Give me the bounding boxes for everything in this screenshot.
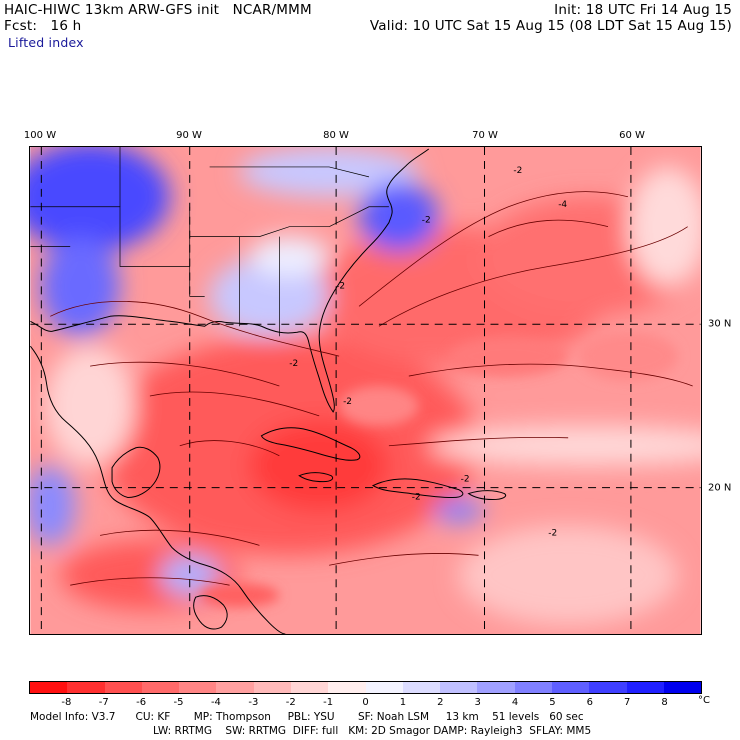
colorbar-tick-label: 7 (624, 697, 631, 708)
colorbar-tick-label: -1 (323, 697, 334, 708)
colorbar-swatch (253, 682, 291, 693)
colorbar-swatch (179, 682, 217, 693)
colorbar-tick-label: 1 (399, 697, 407, 708)
lon-label-60w: 60 W (619, 130, 645, 141)
model-physics: LW: RRTMG SW: RRTMG DIFF: full KM: 2D Sm… (153, 725, 592, 737)
colorbar (29, 681, 702, 694)
lat-label-20n: 20 N (708, 482, 732, 494)
colorbar-tick-label: 4 (511, 697, 519, 708)
colorbar-swatch (589, 682, 627, 693)
contour-label: -2 (343, 397, 352, 407)
colorbar-tick-label: -6 (136, 697, 147, 708)
colorbar-tick-label: 2 (437, 697, 444, 708)
colorbar-tick-label: -3 (248, 697, 259, 708)
contour-label: -2 (422, 216, 431, 226)
forecast-hour: Fcst: 16 h (4, 18, 82, 34)
colorbar-swatch (402, 682, 441, 693)
colorbar-tick-label: -2 (285, 697, 296, 708)
model-title: HAIC-HIWC 13km ARW-GFS init NCAR/MMM (4, 2, 312, 18)
colorbar-tick-label: 0 (362, 697, 369, 708)
colorbar-swatch (141, 682, 180, 693)
contour-label: -2 (289, 359, 298, 369)
colorbar-tick-label: 8 (661, 697, 668, 708)
colorbar-tick-label: -8 (61, 697, 72, 708)
colorbar-swatch (365, 682, 403, 693)
model-info: Model Info: V3.7 CU: KF MP: Thompson PBL… (30, 711, 584, 723)
colorbar-swatch (626, 682, 664, 693)
colorbar-swatch (30, 682, 68, 693)
contour-label: -2 (412, 493, 421, 503)
lon-label-90w: 90 W (176, 130, 202, 141)
contour-lines (50, 191, 693, 586)
colorbar-tick-label: 3 (474, 697, 481, 708)
colorbar-tick-label: 5 (549, 697, 556, 708)
lon-label-80w: 80 W (323, 130, 349, 141)
colorbar-swatch (216, 682, 254, 693)
colorbar-swatch (67, 682, 105, 693)
lon-label-100w: 100 W (23, 130, 57, 141)
contour-label: -2 (336, 281, 345, 291)
colorbar-tick-label: -5 (173, 697, 184, 708)
contour-label: -2 (461, 475, 470, 485)
graticule (30, 147, 701, 634)
field-name: Lifted index (8, 35, 84, 50)
lat-label-30n: 30 N (708, 318, 732, 330)
colorbar-swatch (514, 682, 552, 693)
colorbar-tick-label: -7 (98, 697, 109, 708)
colorbar-tick-label: 6 (586, 697, 594, 708)
contour-label: -2 (513, 166, 522, 176)
colorbar-tick-label: -4 (210, 697, 221, 708)
colorbar-swatch (104, 682, 142, 693)
lifted-index-map: -2 -4 -2 -2 -2 -2 -2 -2 -2 (29, 146, 702, 635)
colorbar-unit: °C (698, 695, 710, 706)
colorbar-swatch (290, 682, 329, 693)
colorbar-swatch (551, 682, 590, 693)
contour-label: -2 (548, 528, 557, 538)
colorbar-swatch (440, 682, 478, 693)
colorbar-swatch (328, 682, 366, 693)
init-time: Init: 18 UTC Fri 14 Aug 15 (554, 2, 732, 18)
political-borders (30, 147, 389, 337)
colorbar-swatch (477, 682, 515, 693)
colorbar-swatch (663, 682, 702, 693)
valid-time: Valid: 10 UTC Sat 15 Aug 15 (08 LDT Sat … (369, 18, 732, 34)
field-shading (30, 147, 701, 626)
contour-label: -4 (558, 200, 567, 210)
lon-label-70w: 70 W (472, 130, 498, 141)
coastlines (30, 148, 507, 634)
